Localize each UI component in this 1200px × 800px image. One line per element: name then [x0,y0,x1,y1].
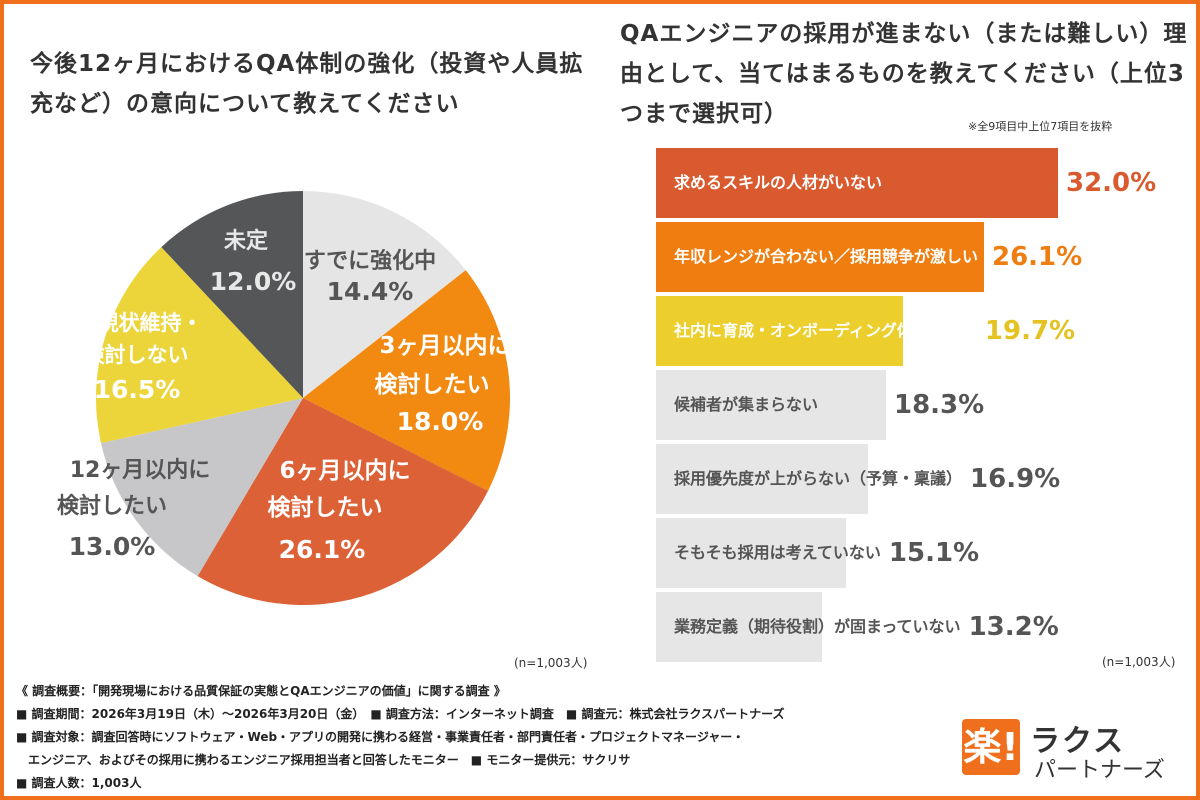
bar-value-3: 19.7% [984,316,1076,346]
bar-value-5: 16.9% [970,464,1061,494]
bar-value-6: 15.1% [888,538,980,568]
footer-line-5: ■ 調査人数：1,003人 [16,776,142,790]
footer-line-3: ■ 調査対象：調査回答時にソフトウェア・Web・アプリの開発に携わる経営・事業責… [16,730,745,744]
pie-value-2: 18.0% [397,407,484,436]
bar-6 [656,518,846,588]
pie-chart: すでに強化中14.4%3ヶ月以内に検討したい18.0%6ヶ月以内に検討したい26… [57,191,511,605]
raks-logo-mark: 楽! [962,719,1020,775]
pie-slice-6 [161,191,303,398]
pie-value-4: 13.0% [69,532,156,561]
bar-label-2: 年収レンジが合わない／採用競争が激しい [674,247,979,266]
logo-text-main: ラクス [1030,724,1126,759]
pie-slice-3 [197,398,489,605]
pie-slice-1 [303,191,466,398]
pie-label-5-line-2: 検討しない [84,343,189,367]
pie-value-6: 12.0% [210,267,297,296]
bar-note: ※全9項目中上位7項目を抜粋 [968,120,1113,133]
bar-label-7: 業務定義（期待役割）が固まっていない [674,617,961,636]
pie-label-3-line-2: 検討したい [268,494,383,521]
bar-label-5: 採用優先度が上がらない（予算・稟議） [674,469,963,488]
footer-line-4: エンジニア、およびその採用に携わるエンジニア採用担当者と回答したモニター ■ モ… [16,753,631,767]
pie-label-4-line-2: 検討したい [57,493,167,519]
bar-n-note: (n=1,003人) [1102,655,1176,669]
footer-line-2: ■ 調査期間：2026年3月19日（木）〜2026年3月20日（金） ■ 調査方… [16,707,785,721]
pie-label-2-line-2: 検討したい [375,371,490,398]
bar-label-1: 求めるスキルの人材がいない [674,173,883,192]
bar-value-2: 26.1% [992,242,1083,272]
pie-slice-2 [303,270,510,491]
pie-title: 今後12ヶ月におけるQA体制の強化（投資や人員拡充など）の意向について教えてくだ… [30,51,584,117]
bar-5 [656,444,868,514]
bar-label-3: 社内に育成・オンボーディング体制がない [674,321,977,340]
bar-label-6: そもそも採用は考えていない [674,543,881,562]
pie-slice-5 [96,247,303,444]
pie-slice-4 [100,398,303,577]
pie-label-6-line-1: 未定 [224,228,268,254]
bar-label-4: 候補者が集まらない [674,395,819,414]
pie-label-1-line-1: すでに強化中 [304,248,436,274]
bar-title: QAエンジニアの採用が進まない（または難しい）理由として、当てはまるものを教えて… [620,21,1188,127]
pie-label-2-line-1: 3ヶ月以内に [379,333,510,359]
bar-value-1: 32.0% [1066,168,1157,198]
bar-3 [656,296,903,366]
bar-value-7: 13.2% [968,612,1059,642]
footer-line-1: 《 調査概要：「開発現場における品質保証の実態とQAエンジニアの価値」に関する調… [16,684,506,698]
bar-value-4: 18.3% [894,390,985,420]
pie-value-1: 14.4% [327,277,414,306]
pie-value-3: 26.1% [279,535,366,564]
pie-label-5-line-1: 現状維持・ [98,311,203,335]
bar-4 [656,370,886,440]
pie-value-5: 16.5% [94,375,181,404]
pie-n-note: (n=1,003人) [514,656,588,670]
pie-label-3-line-1: 6ヶ月以内に [279,458,410,484]
pie-label-4-line-1: 12ヶ月以内に [70,458,211,483]
logo-text-sub: パートナーズ [1034,758,1165,783]
bar-1 [656,148,1058,218]
bar-2 [656,222,984,292]
bar-7 [656,592,822,662]
